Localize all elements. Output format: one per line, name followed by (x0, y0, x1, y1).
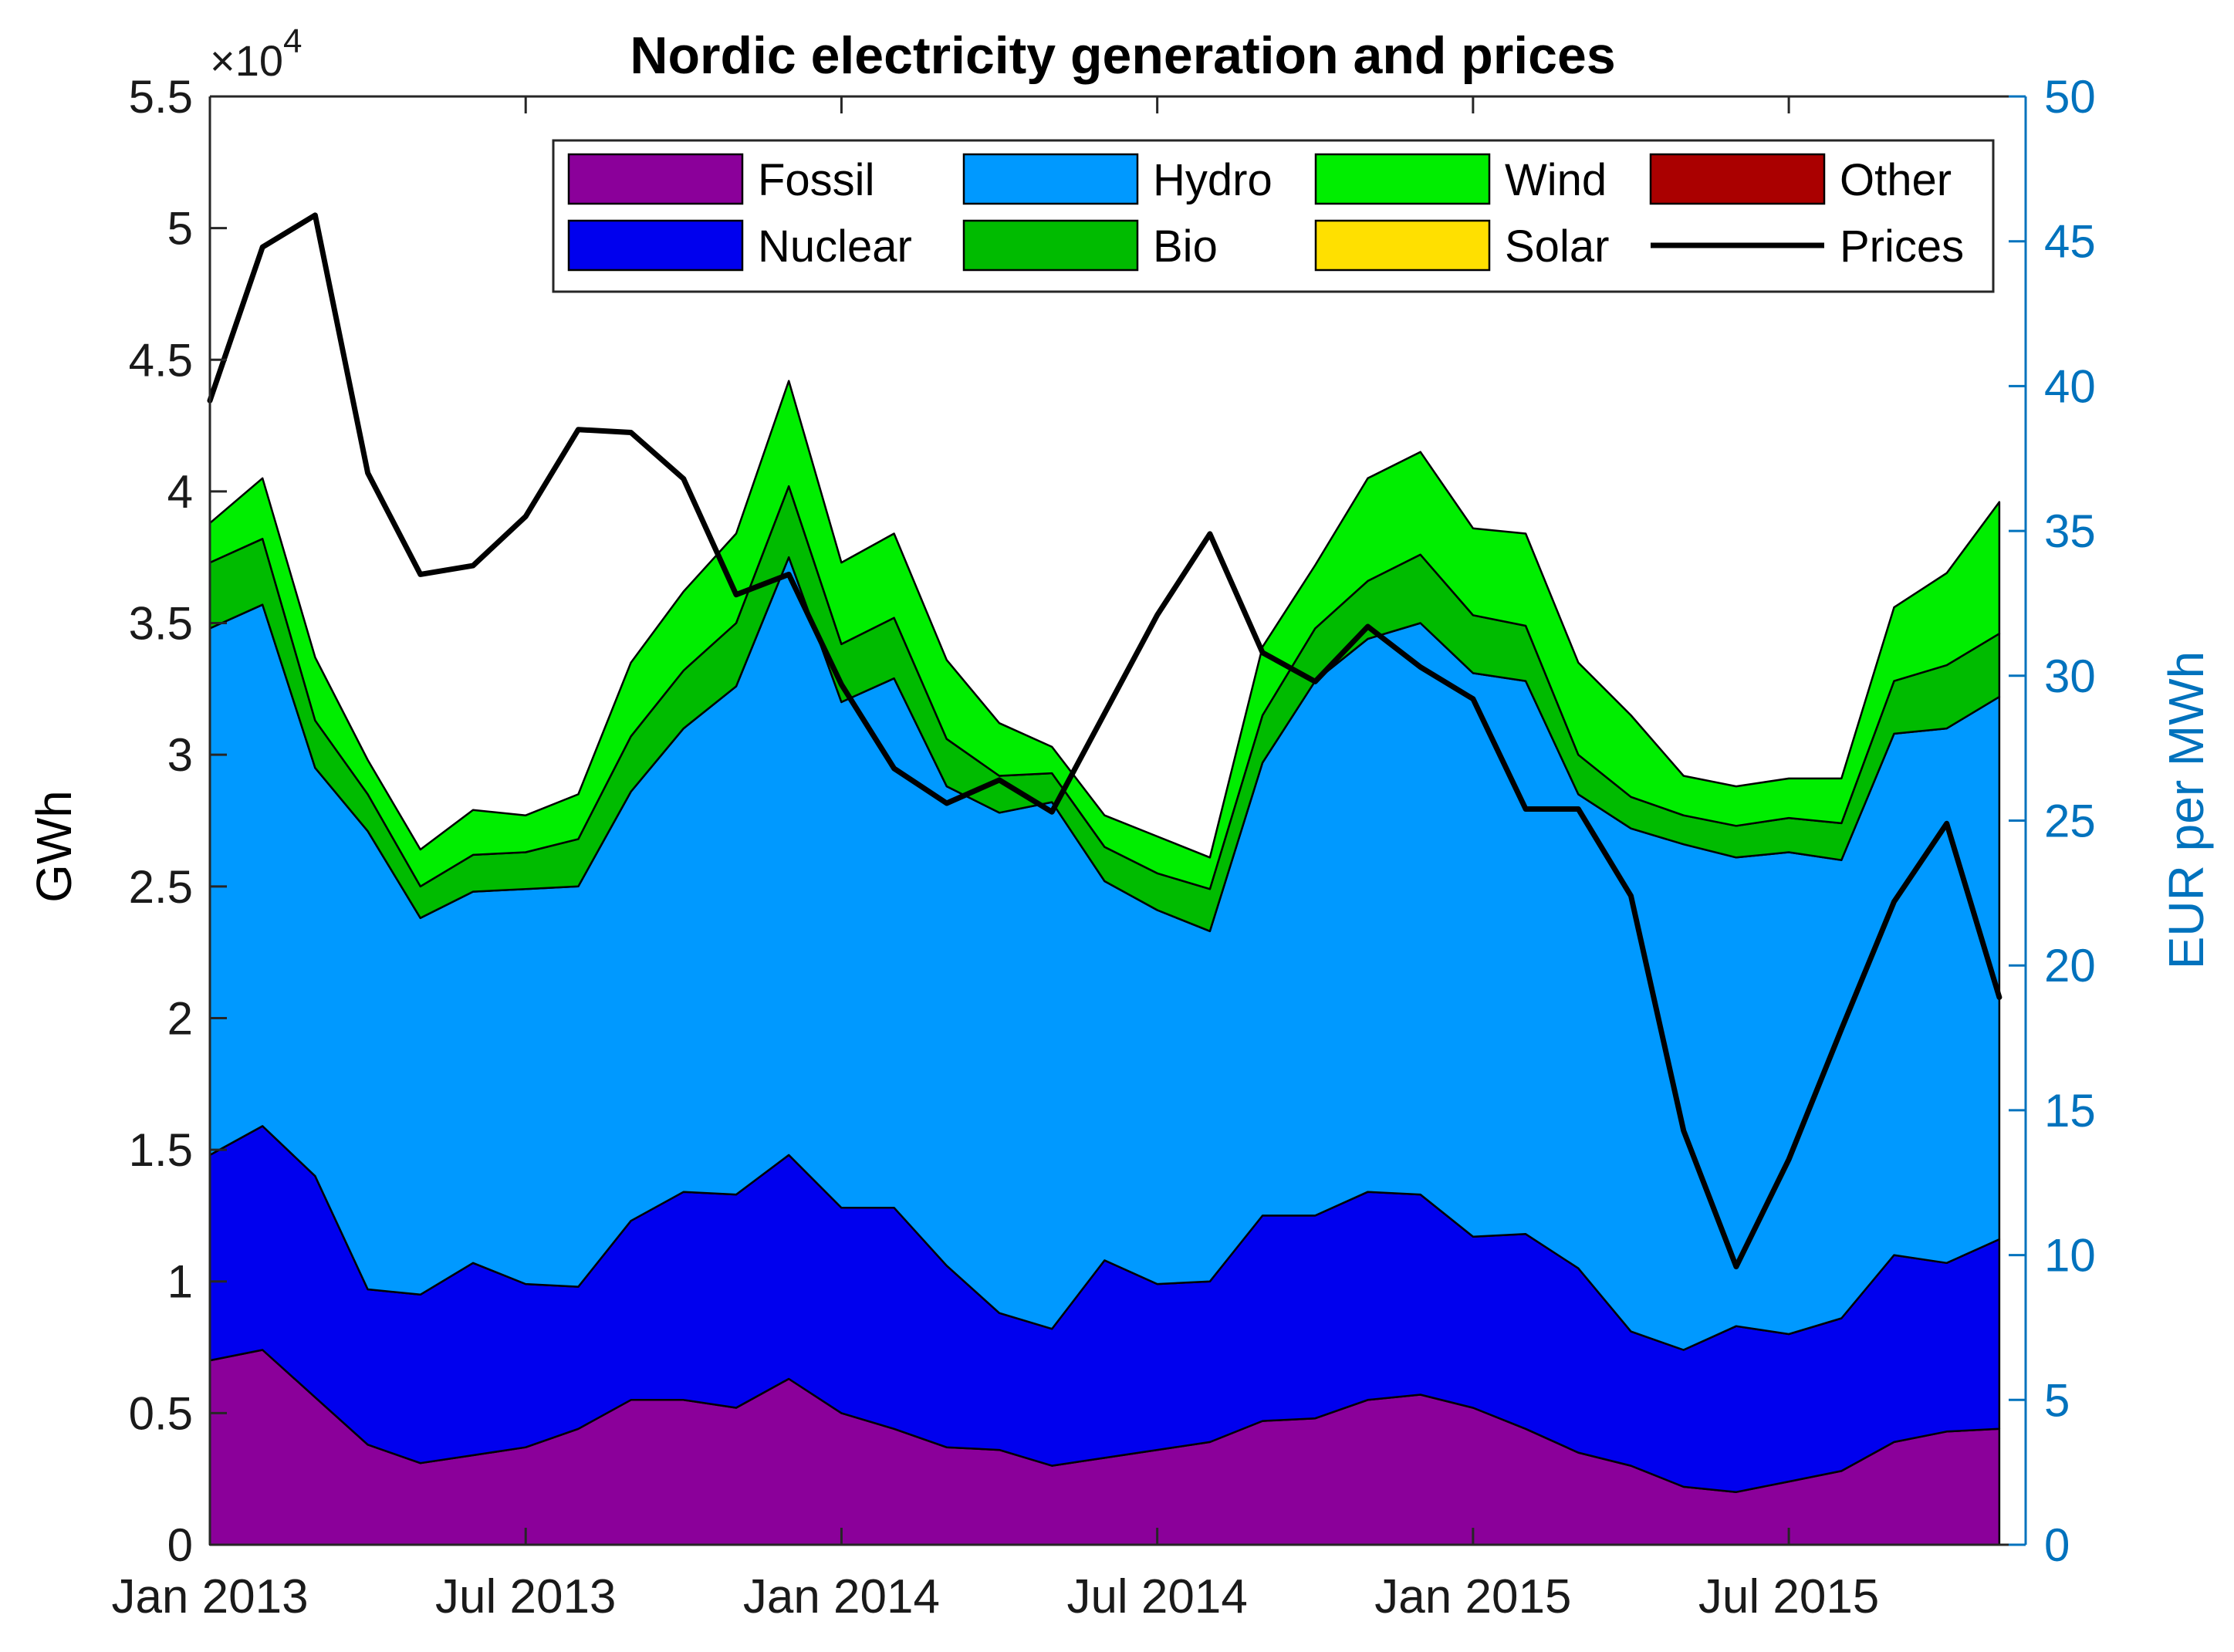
legend-label-other: Other (1840, 155, 1952, 205)
y-tick-label-left: 1.5 (129, 1124, 193, 1176)
legend-entry-prices: Prices (1651, 221, 1964, 272)
legend-entry-nuclear: Nuclear (567, 219, 912, 272)
y-tick-label-left: 4.5 (129, 334, 193, 386)
y-axis-label-left: GWh (26, 790, 82, 903)
legend-entry-bio: Bio (962, 219, 1218, 272)
y-tick-label-right: 15 (2044, 1085, 2096, 1137)
legend-label-prices: Prices (1840, 221, 1964, 272)
y-tick-label-right: 20 (2044, 940, 2096, 992)
legend-swatch-hydro (962, 153, 1139, 205)
y-axis-multiplier: ×104 (210, 22, 302, 85)
y-tick-label-right: 35 (2044, 505, 2096, 557)
y-axis-label-right: EUR per MWh (2158, 651, 2214, 970)
legend-entry-wind: Wind (1314, 153, 1607, 205)
y-tick-label-left: 5 (167, 203, 193, 255)
legend-entry-hydro: Hydro (962, 153, 1272, 205)
x-tick-label: Jan 2015 (1374, 1570, 1571, 1623)
y-tick-label-right: 25 (2044, 796, 2096, 847)
y-tick-label-left: 3 (167, 729, 193, 781)
x-tick-label: Jan 2014 (743, 1570, 940, 1623)
legend-label-solar: Solar (1505, 221, 1609, 272)
legend-swatch-other (1649, 153, 1826, 205)
y-tick-label-right: 45 (2044, 216, 2096, 268)
legend-label-hydro: Hydro (1153, 155, 1272, 205)
y-tick-label-left: 2 (167, 992, 193, 1044)
y-tick-label-right: 40 (2044, 360, 2096, 412)
legend-swatch-fossil (567, 153, 744, 205)
prices-line (207, 212, 2002, 1270)
y-tick-label-right: 50 (2044, 71, 2096, 123)
legend-swatch-nuclear (567, 219, 744, 272)
legend-swatch-bio (962, 219, 1139, 272)
y-axis-multiplier-base: ×10 (210, 36, 283, 85)
price-line-group (207, 212, 2002, 1270)
y-tick-label-left: 5.5 (129, 71, 193, 123)
legend-swatch-wind (1314, 153, 1491, 205)
y-tick-label-left: 4 (167, 466, 193, 518)
legend-label-fossil: Fossil (758, 155, 874, 205)
area-wind (208, 380, 2001, 890)
y-tick-label-right: 10 (2044, 1230, 2096, 1282)
y-tick-label-left: 1 (167, 1256, 193, 1308)
legend: Fossil Hydro Wind Other Nuclear Bio Solar Price… (552, 139, 1995, 293)
legend-label-wind: Wind (1505, 155, 1607, 205)
y-axis-multiplier-exponent: 4 (283, 22, 302, 60)
x-tick-label: Jul 2015 (1698, 1570, 1879, 1623)
legend-label-nuclear: Nuclear (758, 221, 912, 272)
legend-swatch-solar (1314, 219, 1491, 272)
y-tick-label-left: 3.5 (129, 598, 193, 650)
y-tick-label-left: 0.5 (129, 1387, 193, 1439)
axes-group: 0 0.5 1 1.5 2 2.5 3 3.5 4 4.5 5 5.5 0 5 10 15 20 25 30 35 40… (111, 71, 2095, 1623)
y-tick-label-left: 2.5 (129, 861, 193, 913)
x-tick-label: Jan 2013 (111, 1570, 308, 1623)
legend-label-bio: Bio (1153, 221, 1218, 272)
area-layers (208, 380, 2001, 1546)
y-tick-label-left: 0 (167, 1519, 193, 1571)
x-tick-label: Jul 2014 (1066, 1570, 1247, 1623)
chart-title: Nordic electricity generation and prices (630, 26, 1615, 85)
x-tick-label: Jul 2013 (435, 1570, 616, 1623)
legend-entry-other: Other (1649, 153, 1952, 205)
legend-entry-solar: Solar (1314, 219, 1609, 272)
y-tick-label-right: 30 (2044, 650, 2096, 702)
y-tick-label-right: 0 (2044, 1519, 2070, 1571)
legend-entry-fossil: Fossil (567, 153, 874, 205)
y-tick-label-right: 5 (2044, 1374, 2070, 1426)
